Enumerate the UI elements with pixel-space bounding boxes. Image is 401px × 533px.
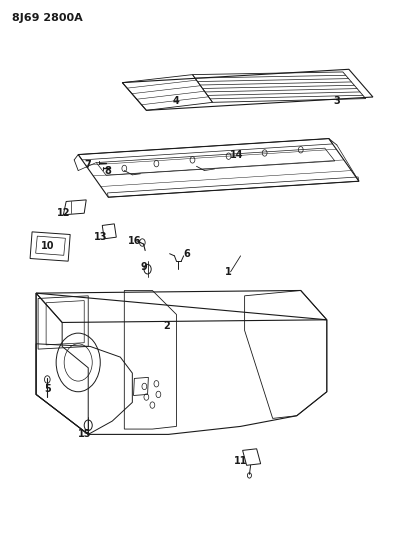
Text: 2: 2 — [163, 321, 170, 331]
Text: 9: 9 — [141, 262, 148, 271]
Text: 5: 5 — [45, 384, 51, 394]
Text: 14: 14 — [230, 150, 243, 159]
Text: 13: 13 — [93, 232, 107, 241]
Text: 8: 8 — [105, 166, 112, 175]
Text: 11: 11 — [234, 456, 247, 466]
Text: 6: 6 — [183, 249, 190, 259]
Text: 1: 1 — [225, 267, 232, 277]
Text: 16: 16 — [128, 236, 141, 246]
Text: 10: 10 — [41, 241, 55, 251]
Text: 3: 3 — [334, 96, 340, 106]
Text: 8J69 2800A: 8J69 2800A — [12, 13, 83, 23]
Text: 4: 4 — [173, 96, 180, 106]
Text: 12: 12 — [57, 208, 71, 218]
Text: 7: 7 — [85, 160, 91, 170]
Text: 15: 15 — [77, 430, 91, 439]
